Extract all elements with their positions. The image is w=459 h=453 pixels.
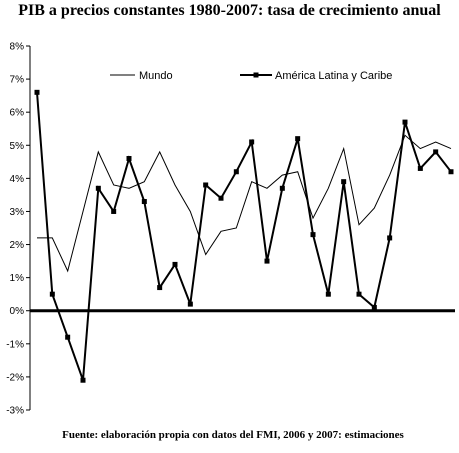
y-tick-label: 8% — [10, 42, 25, 53]
data-point-marker — [249, 139, 255, 145]
y-tick-label: -3% — [6, 406, 24, 417]
y-tick-label: 1% — [10, 273, 25, 284]
data-point-marker — [157, 285, 163, 291]
legend: Mundo América Latina y Caribe — [110, 70, 392, 82]
y-tick-label: -1% — [6, 339, 24, 350]
data-point-marker — [402, 119, 408, 125]
data-point-marker — [341, 179, 347, 185]
data-point-marker — [387, 235, 393, 241]
series-lines — [34, 89, 454, 383]
data-point-marker — [95, 185, 101, 191]
y-tick-label: 2% — [10, 240, 25, 251]
data-point-marker — [65, 334, 71, 340]
data-point-marker — [233, 169, 239, 175]
legend-marker-america-latina — [253, 72, 259, 78]
y-tick-label: -2% — [6, 372, 24, 383]
data-point-marker — [187, 301, 193, 307]
y-tick-label: 3% — [10, 207, 25, 218]
data-point-marker — [218, 195, 224, 201]
series-america-latina-line — [36, 92, 452, 381]
data-point-marker — [295, 136, 301, 142]
legend-label-america-latina: América Latina y Caribe — [275, 70, 392, 82]
data-point-marker — [49, 291, 55, 297]
data-point-marker — [433, 149, 439, 155]
data-point-marker — [371, 304, 377, 310]
data-point-marker — [310, 232, 316, 238]
y-tick-label: 5% — [10, 141, 25, 152]
y-tick-label: 6% — [10, 108, 25, 119]
data-point-marker — [141, 199, 147, 205]
y-tick-label: 0% — [10, 306, 25, 317]
data-point-marker — [126, 156, 132, 162]
data-point-marker — [203, 182, 209, 188]
y-tick-label: 4% — [10, 174, 25, 185]
data-point-marker — [34, 89, 40, 95]
series-mundo-line — [37, 134, 452, 273]
y-tick-label: 7% — [10, 75, 25, 86]
data-point-marker — [325, 291, 331, 297]
data-point-marker — [172, 261, 178, 267]
data-point-marker — [448, 169, 454, 175]
data-point-marker — [80, 377, 86, 383]
data-point-marker — [111, 208, 117, 214]
data-point-marker — [279, 185, 285, 191]
legend-label-mundo: Mundo — [139, 70, 173, 82]
y-axis: 8% 7% 6% 5% 4% 3% 2% 1% 0% -1% -2% -3% — [6, 42, 31, 417]
data-point-marker — [356, 291, 362, 297]
chart-source: Fuente: elaboración propia con datos del… — [62, 429, 404, 441]
data-point-marker — [417, 165, 423, 171]
data-point-marker — [264, 258, 270, 264]
chart-title: PIB a precios constantes 1980-2007: tasa… — [18, 2, 441, 19]
